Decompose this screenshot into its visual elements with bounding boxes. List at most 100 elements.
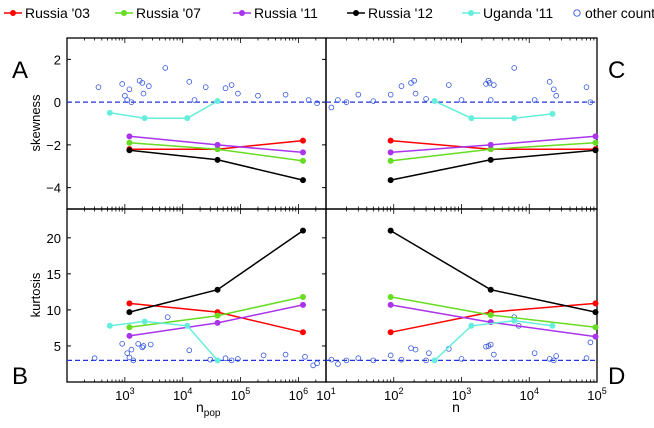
xtick-label: 105 <box>587 386 606 403</box>
scatter-point <box>162 65 169 71</box>
scatter-point <box>186 347 193 354</box>
scatter-point <box>314 100 320 106</box>
scatter-point <box>147 341 154 348</box>
scatter-point <box>228 82 235 88</box>
scatter-point <box>314 360 320 367</box>
scatter-point <box>222 85 229 92</box>
scatter-point <box>228 357 235 364</box>
scatter-point <box>587 339 594 346</box>
series-point <box>511 115 518 122</box>
series-point <box>592 324 599 331</box>
series-point <box>214 312 221 319</box>
series-point <box>511 317 518 324</box>
xlabel-npop-n: n <box>196 399 204 415</box>
series-line <box>109 100 218 119</box>
xtick-label: 106 <box>289 386 308 403</box>
legend-marker <box>239 10 245 16</box>
scatter-point <box>426 350 432 356</box>
series-point <box>387 227 394 234</box>
scatter-point <box>305 97 312 103</box>
series-point <box>106 322 113 329</box>
scatter-point <box>343 357 350 364</box>
xtick-base: 10 <box>316 388 330 403</box>
series-point <box>468 115 475 122</box>
scatter-point <box>370 98 377 104</box>
scatter-point <box>95 84 102 90</box>
legend-label: Russia '11 <box>254 5 318 21</box>
legend-label: Russia '12 <box>368 5 433 21</box>
scatter-point <box>553 92 560 99</box>
scatter-point <box>550 86 557 93</box>
scatter-point <box>487 97 494 103</box>
series-line <box>390 302 596 334</box>
series-point <box>214 156 221 163</box>
legend-label: Russia '03 <box>25 5 90 21</box>
scatter-point <box>135 340 141 347</box>
xtick-label: 102 <box>384 386 403 403</box>
legend-item: Russia '03 <box>4 5 90 21</box>
scatter-point <box>491 351 497 358</box>
scatter-point <box>202 84 209 90</box>
scatter-point <box>255 92 261 99</box>
scatter-point <box>546 79 553 85</box>
series-point <box>387 137 394 144</box>
series-point <box>387 301 394 308</box>
scatter-point <box>398 356 405 363</box>
series-point <box>126 147 133 154</box>
scatter-point <box>583 84 590 90</box>
legend-item: other countries <box>573 5 654 21</box>
series-point <box>214 319 221 326</box>
scatter-point <box>207 356 214 363</box>
scatter-point <box>122 92 128 99</box>
legend-marker <box>353 10 359 16</box>
scatter-point <box>387 352 394 359</box>
series-point <box>184 115 191 122</box>
ytick-label: 10 <box>47 303 61 318</box>
scatter-point <box>583 355 590 362</box>
series-point <box>184 322 191 329</box>
series-point <box>487 286 494 293</box>
panel-frame <box>325 37 598 210</box>
series-line <box>433 319 553 361</box>
xtick-base: 10 <box>384 388 398 403</box>
xtick-label: 101 <box>316 386 335 403</box>
xtick-base: 10 <box>289 388 303 403</box>
legend: Russia '03 Russia '07 Russia '11 Russia '12… <box>4 5 654 21</box>
scatter-point <box>335 97 341 103</box>
xtick-base: 10 <box>452 388 466 403</box>
xlabel-npop-sub: pop <box>204 408 221 419</box>
panel-letter-d: D <box>608 363 625 390</box>
ytick-label: −4 <box>46 181 61 196</box>
series-point <box>387 329 394 336</box>
series-point <box>214 286 221 293</box>
panel-letter-c: C <box>608 57 625 84</box>
scatter-point <box>355 355 362 362</box>
series-line <box>390 149 596 181</box>
scatter-point <box>140 90 147 97</box>
scatter-point <box>260 352 267 359</box>
xlabel-n: n <box>452 399 460 415</box>
scatter-point <box>458 97 465 103</box>
scatter-point <box>328 356 335 363</box>
scatter-point <box>119 81 126 87</box>
scatter-point <box>126 354 133 361</box>
series-point <box>299 227 306 234</box>
legend-label: Uganda '11 <box>483 5 553 21</box>
scatter-point <box>128 346 135 353</box>
series-point <box>592 309 599 316</box>
legend-item: Russia '12 <box>347 5 433 21</box>
series-line <box>129 149 304 181</box>
series-point <box>431 98 438 105</box>
scatter-point <box>140 343 147 349</box>
series-point <box>126 300 133 307</box>
xtick-exp: 2 <box>398 386 403 396</box>
scatter-point <box>235 356 241 362</box>
xtick-base: 10 <box>587 388 601 403</box>
xtick-label: 103 <box>115 386 134 403</box>
series-point <box>126 139 133 146</box>
series-point <box>299 177 306 184</box>
scatter-point <box>411 77 417 84</box>
scatter-point <box>408 345 414 351</box>
series-point <box>299 301 306 308</box>
xtick-base: 10 <box>520 388 534 403</box>
